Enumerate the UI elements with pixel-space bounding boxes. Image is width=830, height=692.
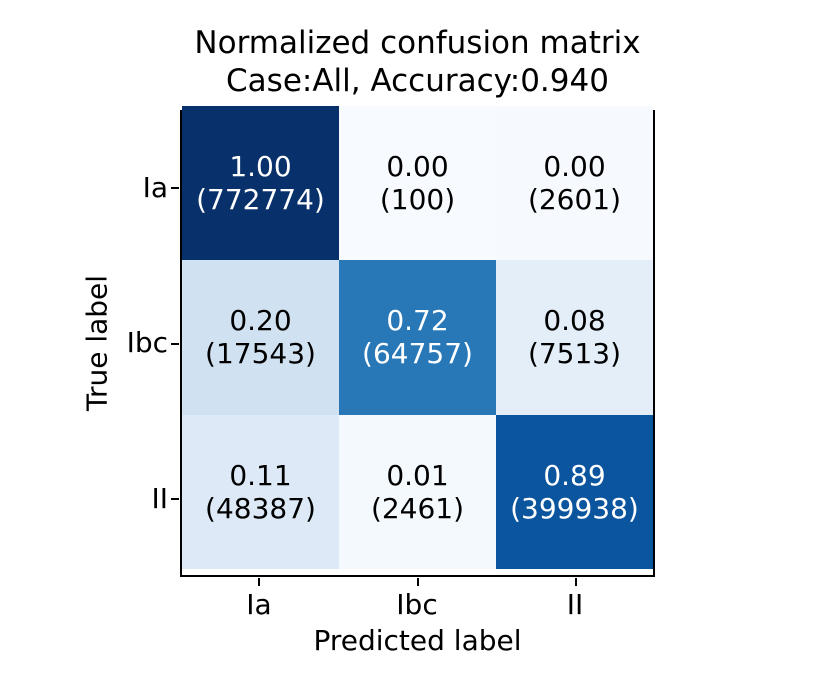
x-tick-mark (575, 578, 577, 586)
cell-count: (2601) (527, 183, 622, 217)
x-axis-label: Predicted label (313, 624, 522, 657)
cell-value: 0.01 (386, 458, 449, 492)
matrix-cell-Ia-II: 0.00 (2601) (496, 106, 653, 261)
matrix-cell-II-Ibc: 0.01 (2461) (339, 414, 496, 569)
cell-count: (399938) (510, 491, 639, 525)
y-tick-label-Ibc: Ibc (126, 326, 168, 359)
cell-count: (64757) (362, 337, 473, 371)
y-tick-mark (171, 187, 179, 189)
matrix-cell-Ibc-Ia: 0.20 (17543) (182, 260, 339, 415)
cell-value: 0.00 (543, 150, 606, 184)
cell-count: (2461) (370, 491, 465, 525)
matrix-cell-II-II: 0.89 (399938) (496, 414, 653, 569)
x-tick-label-Ia: Ia (246, 588, 272, 621)
chart-title: Normalized confusion matrix (194, 25, 641, 61)
x-tick-label-Ibc: Ibc (396, 588, 438, 621)
x-tick-label-II: II (566, 588, 584, 621)
y-tick-mark (171, 343, 179, 345)
cell-count: (100) (379, 183, 456, 217)
chart-title-block: Normalized confusion matrix Case:All, Ac… (105, 24, 730, 100)
x-tick-mark (258, 578, 260, 586)
matrix-cell-Ia-Ia: 1.00 (772774) (182, 106, 339, 261)
cell-count: (772774) (196, 183, 325, 217)
x-tick-mark (417, 578, 419, 586)
y-tick-label-Ia: Ia (142, 171, 168, 204)
cell-count: (7513) (527, 337, 622, 371)
chart-subtitle: Case:All, Accuracy:0.940 (226, 63, 609, 99)
y-tick-label-II: II (151, 482, 168, 515)
cell-value: 0.00 (386, 150, 449, 184)
cell-value: 0.11 (229, 458, 292, 492)
cell-count: (17543) (205, 337, 316, 371)
matrix-cell-Ibc-Ibc: 0.72 (64757) (339, 260, 496, 415)
cell-value: 0.08 (543, 304, 606, 338)
cell-value: 0.89 (543, 458, 606, 492)
y-axis-label: True label (80, 274, 114, 412)
cell-count: (48387) (205, 491, 316, 525)
matrix-cell-Ibc-II: 0.08 (7513) (496, 260, 653, 415)
y-tick-mark (171, 498, 179, 500)
cell-value: 1.00 (229, 150, 292, 184)
cell-value: 0.20 (229, 304, 292, 338)
cell-value: 0.72 (386, 304, 449, 338)
matrix-cell-II-Ia: 0.11 (48387) (182, 414, 339, 569)
heatmap-axes: 1.00 (772774) 0.00 (100) 0.00 (2601) 0.2… (180, 106, 655, 577)
matrix-cell-Ia-Ibc: 0.00 (100) (339, 106, 496, 261)
